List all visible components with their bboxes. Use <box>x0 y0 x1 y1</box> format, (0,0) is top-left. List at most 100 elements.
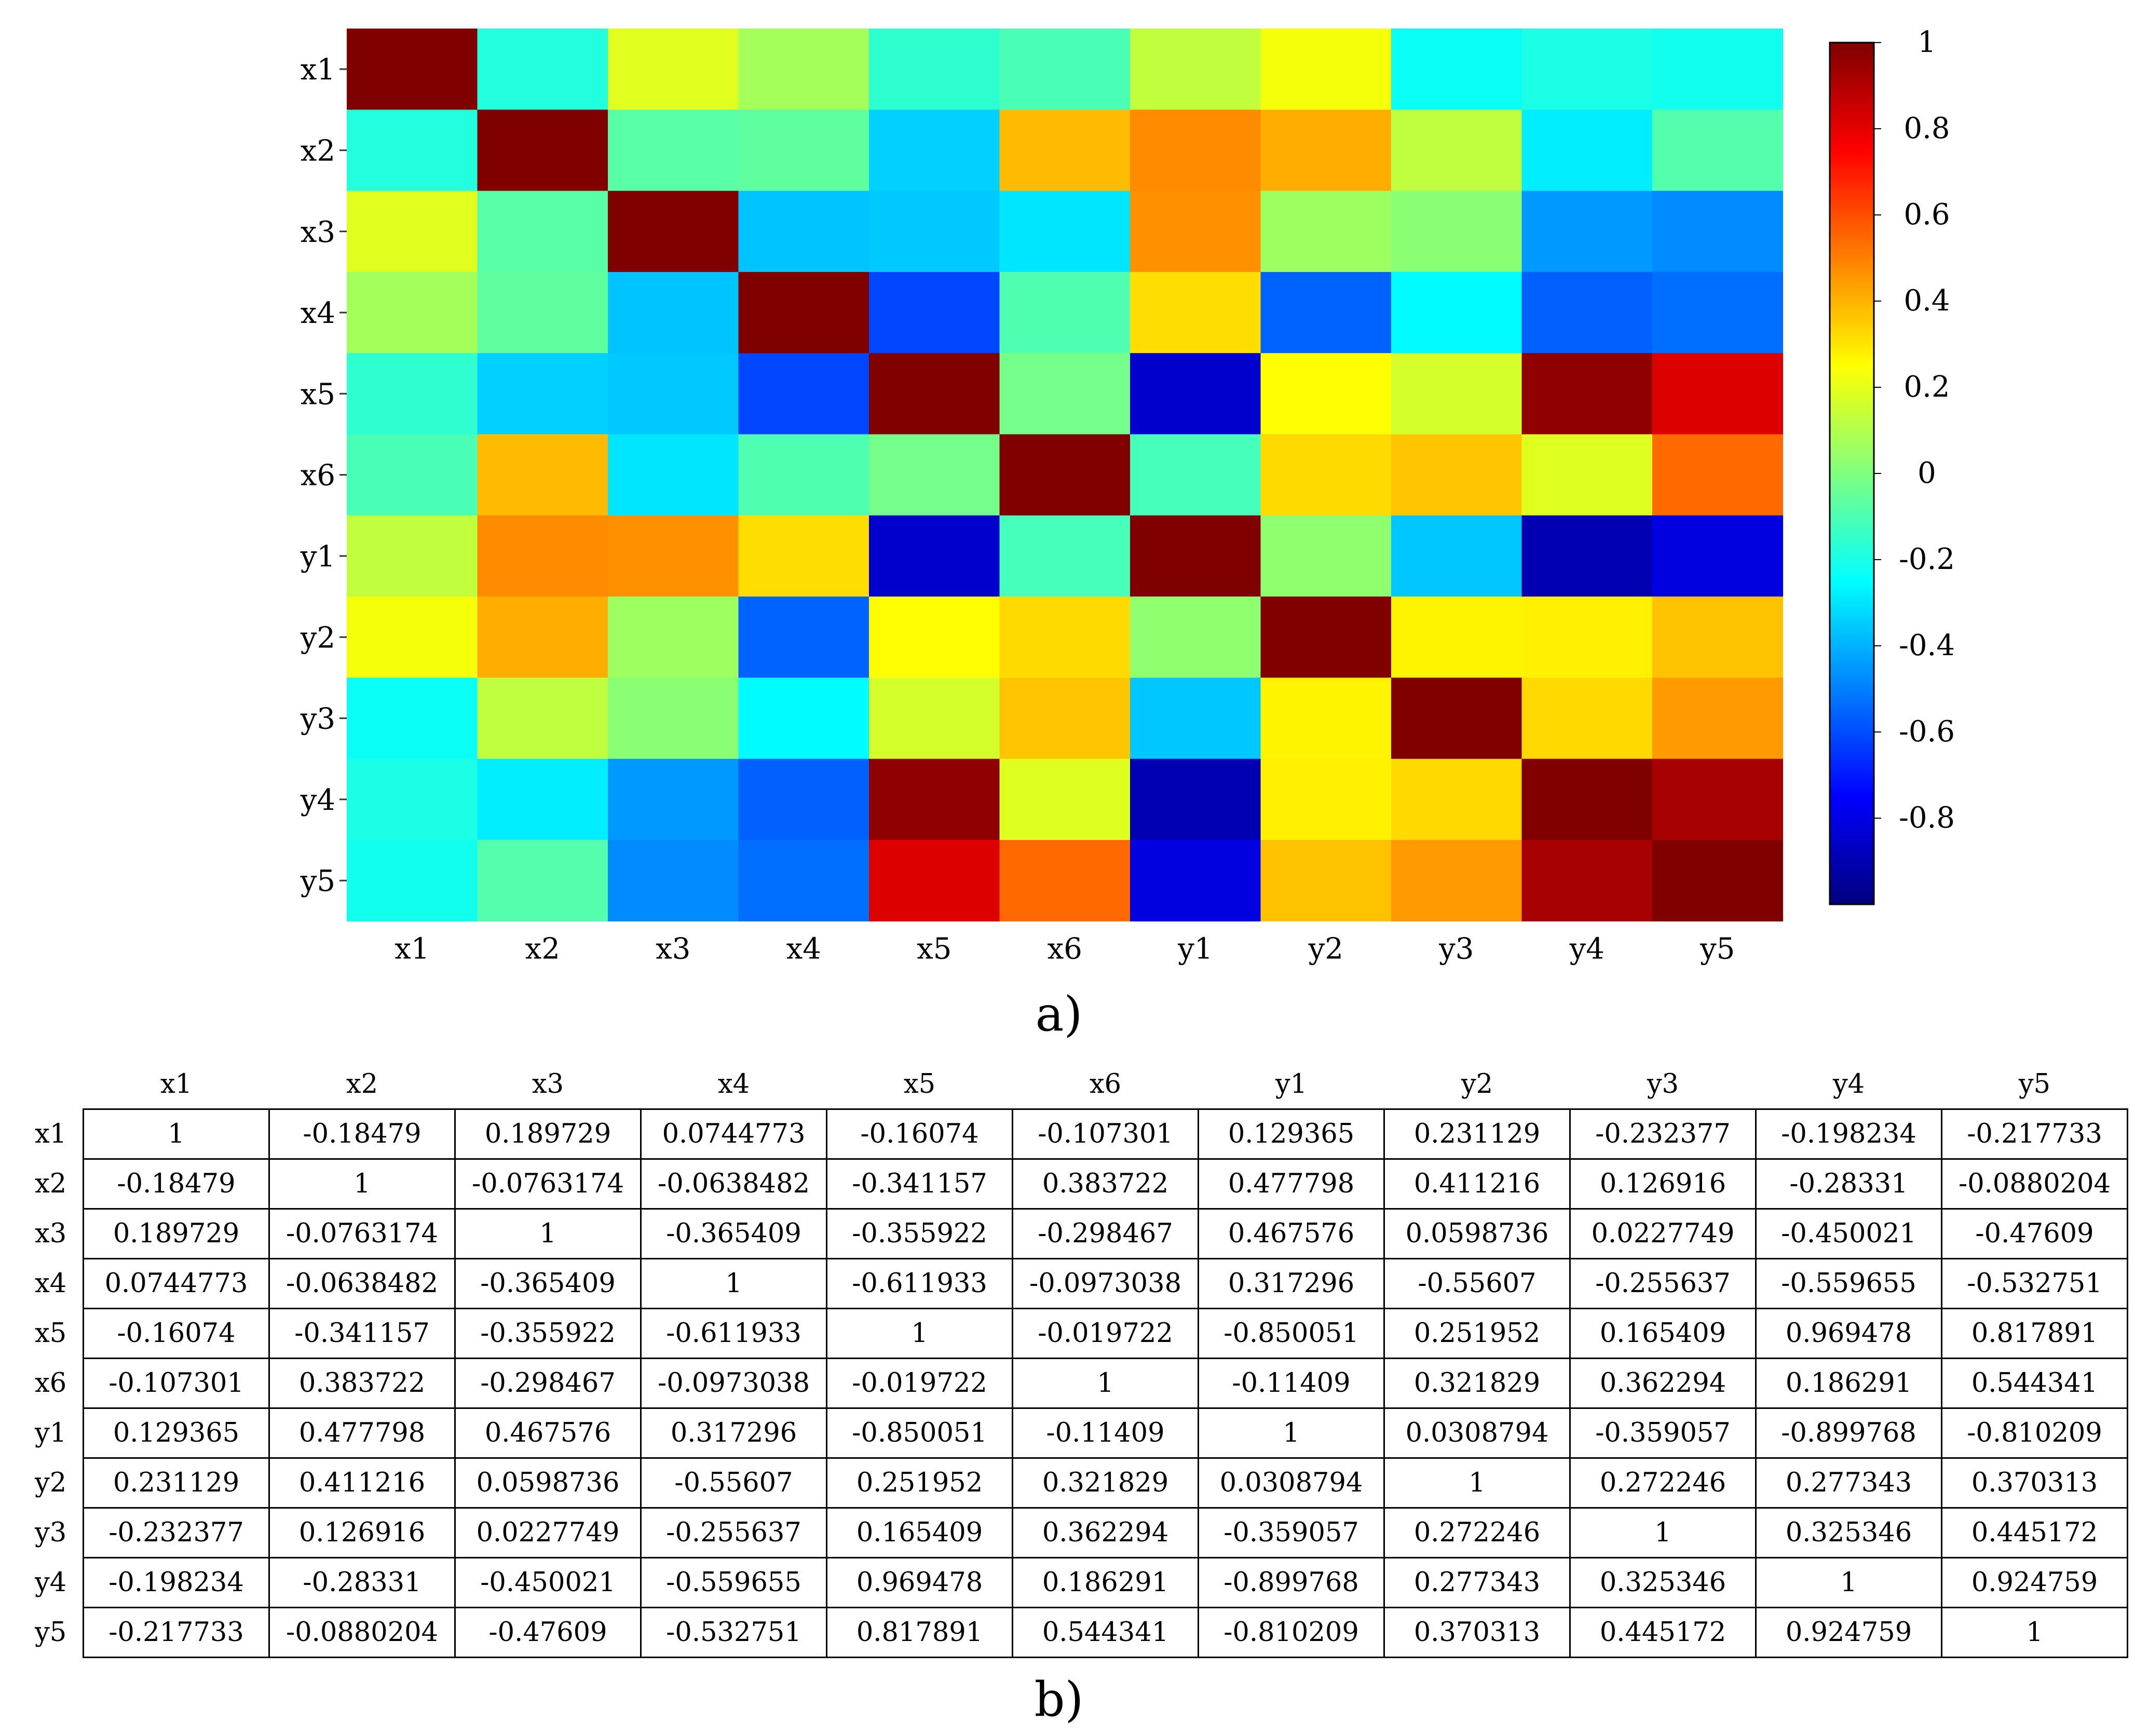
table-cell: 1 <box>1383 1457 1571 1509</box>
heatmap-cell-x3-x3 <box>608 191 739 273</box>
table-cell: 0.186291 <box>1755 1358 1942 1409</box>
table-cell: -0.359057 <box>1198 1507 1385 1558</box>
heatmap-cell-x6-y5 <box>1652 434 1784 516</box>
heatmap-cell-x1-x5 <box>869 29 1000 110</box>
heatmap-cell-x5-x2 <box>477 353 608 435</box>
heatmap-cell-y2-x3 <box>608 596 739 678</box>
table-cell: 0.362294 <box>1012 1507 1199 1558</box>
table-body: x1 1 -0.18479 0.189729 0.0744773 -0.16074 -0.1… <box>29 1108 2128 1658</box>
table-cell: 0.189729 <box>83 1208 270 1259</box>
heatmap-cell-y4-y3 <box>1391 758 1522 840</box>
table-cell: -0.355922 <box>826 1208 1013 1259</box>
table-cell: 0.411216 <box>268 1457 456 1509</box>
table-cell: -0.810209 <box>1941 1407 2128 1459</box>
heatmap-cell-x3-y4 <box>1521 191 1653 273</box>
col-header: y3 <box>1647 1069 1679 1100</box>
table-cell: 1 <box>1012 1358 1199 1409</box>
heatmap-cell-x1-x6 <box>999 29 1131 110</box>
heatmap-cell-x3-x4 <box>738 191 869 273</box>
heatmap-cell-y3-x3 <box>608 677 739 760</box>
table-row: y2 0.231129 0.411216 0.0598736 -0.55607 0.251… <box>29 1457 2128 1509</box>
heatmap-cell-x1-y4 <box>1521 29 1653 110</box>
table-row: x4 0.0744773 -0.0638482 -0.365409 1 -0.611933… <box>29 1258 2128 1309</box>
table-cell: 0.370313 <box>1383 1607 1571 1658</box>
table-cell: 0.251952 <box>826 1457 1013 1509</box>
table-cell: -0.850051 <box>826 1407 1013 1459</box>
heatmap-cell-y4-x1 <box>347 758 478 840</box>
table-cell: 0.231129 <box>1383 1108 1571 1160</box>
heatmap-cell-x2-y4 <box>1521 110 1653 192</box>
x-tick-label: y5 <box>1699 932 1735 966</box>
heatmap-cell-x3-x2 <box>477 191 608 273</box>
table-cell: 0.544341 <box>1012 1607 1199 1658</box>
heatmap-cell-y3-y2 <box>1260 677 1392 760</box>
col-header: x5 <box>903 1069 936 1100</box>
table-cell: -0.217733 <box>83 1607 270 1658</box>
heatmap-cell-y4-y4 <box>1521 758 1653 840</box>
table-cell: 0.467576 <box>454 1407 642 1459</box>
table-cell: -0.899768 <box>1755 1407 1942 1459</box>
x-tick-label: x2 <box>525 932 560 966</box>
heatmap-cell-y5-x5 <box>869 840 1000 921</box>
y-tick-label: x1 <box>301 53 335 87</box>
table-cell: -0.0638482 <box>268 1258 456 1309</box>
table-cell: 0.189729 <box>454 1108 642 1160</box>
table-row: y4 -0.198234 -0.28331 -0.450021 -0.559655 0.9… <box>29 1557 2128 1608</box>
row-header: x4 <box>35 1268 67 1299</box>
table-cell: -0.198234 <box>83 1557 270 1608</box>
col-header: x4 <box>717 1069 750 1100</box>
table-cell: 0.0308794 <box>1383 1407 1571 1459</box>
table-cell: -0.107301 <box>1012 1108 1199 1160</box>
table-cell: -0.18479 <box>268 1108 456 1160</box>
table-cell: 0.321829 <box>1012 1457 1199 1509</box>
table-cell: 1 <box>1941 1607 2128 1658</box>
heatmap-cell-x4-y5 <box>1652 272 1784 354</box>
heatmap-cell-x6-y4 <box>1521 434 1653 516</box>
heatmap-cell-x6-x3 <box>608 434 739 516</box>
table-row: x6 -0.107301 0.383722 -0.298467 -0.0973038 -0… <box>29 1358 2128 1409</box>
table-cell: -0.255637 <box>1569 1258 1757 1309</box>
heatmap-cell-x3-x5 <box>869 191 1000 273</box>
col-header: y4 <box>1832 1069 1865 1100</box>
y-tick-label: x4 <box>301 296 335 330</box>
table-cell: 0.383722 <box>1012 1158 1199 1210</box>
heatmap-cell-y4-x5 <box>869 758 1000 840</box>
table-cell: 0.129365 <box>83 1407 270 1459</box>
table-cell: 0.969478 <box>1755 1308 1942 1359</box>
table-cell: 0.325346 <box>1755 1507 1942 1558</box>
heatmap-cell-y3-x4 <box>738 677 869 760</box>
table-row: y3 -0.232377 0.126916 0.0227749 -0.255637 0.1… <box>29 1507 2128 1558</box>
row-header: y4 <box>35 1567 67 1598</box>
table-cell: 0.251952 <box>1383 1308 1571 1359</box>
table-cell: 0.317296 <box>640 1407 827 1459</box>
heatmap-cell-x4-y3 <box>1391 272 1522 354</box>
table-cell: 1 <box>83 1108 270 1160</box>
heatmap-cell-x3-y3 <box>1391 191 1522 273</box>
table-cell: 0.0744773 <box>83 1258 270 1309</box>
heatmap-cell-y1-y3 <box>1391 515 1522 597</box>
heatmap-cell-x3-x6 <box>999 191 1131 273</box>
heatmap-cell-x6-x2 <box>477 434 608 516</box>
table-cell: 0.165409 <box>1569 1308 1757 1359</box>
heatmap-cell-x1-y5 <box>1652 29 1784 110</box>
table-cell: 1 <box>826 1308 1013 1359</box>
x-tick-label: x3 <box>656 932 690 966</box>
heatmap-cell-x1-x4 <box>738 29 869 110</box>
table-row: y1 0.129365 0.477798 0.467576 0.317296 -0.850… <box>29 1407 2128 1459</box>
colorbar <box>1829 42 1875 905</box>
heatmap-cell-x4-x6 <box>999 272 1131 354</box>
heatmap-cell-y5-y1 <box>1130 840 1261 921</box>
heatmap-cell-y2-y3 <box>1391 596 1522 678</box>
x-tick-label: x1 <box>395 932 429 966</box>
table-cell: -0.611933 <box>640 1308 827 1359</box>
heatmap-cell-y5-x1 <box>347 840 478 921</box>
correlation-table: x1 x2 x3 x4 x5 x6 y1 y2 y3 y4 y5 x1 1 -0.1… <box>29 1060 2128 1658</box>
heatmap-cell-y4-y5 <box>1652 758 1784 840</box>
table-cell: -0.0973038 <box>640 1358 827 1409</box>
heatmap-cell-y3-x1 <box>347 677 478 760</box>
heatmap-cell-x6-y2 <box>1260 434 1392 516</box>
row-header: y2 <box>35 1468 67 1498</box>
table-cell: -0.810209 <box>1198 1607 1385 1658</box>
table-cell: 0.477798 <box>268 1407 456 1459</box>
heatmap-cell-x1-x1 <box>347 29 478 110</box>
